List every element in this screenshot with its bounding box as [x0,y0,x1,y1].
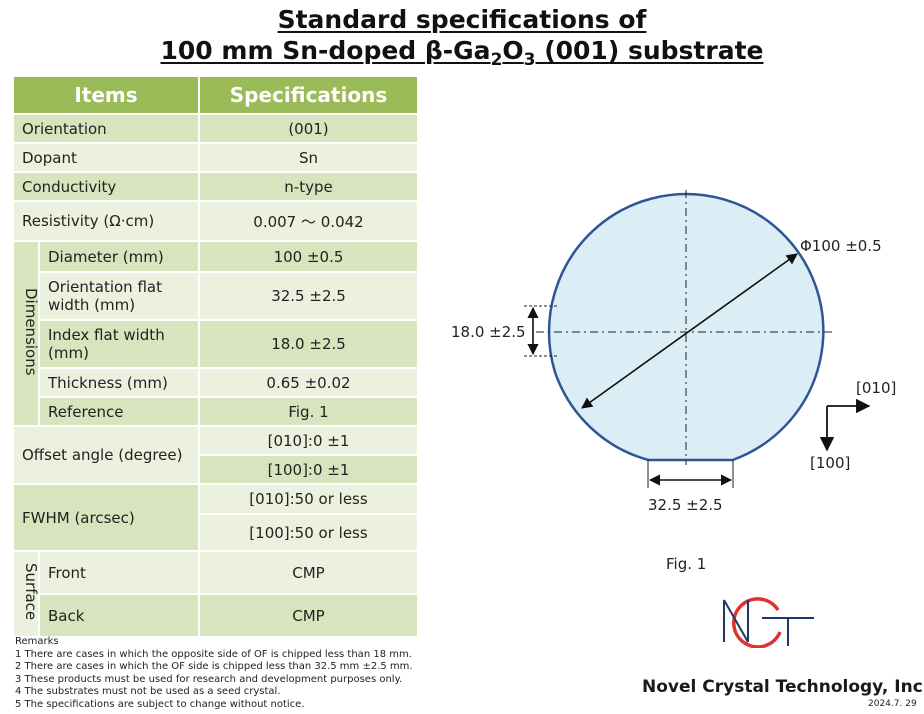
offset-angle-value-100: [100]:0 ±1 [198,454,419,485]
table-row: Reference Fig. 1 [13,396,419,427]
company-name: Novel Crystal Technology, Inc. [642,677,924,697]
orientation-flat-label: Orientation flat width (mm) [38,271,200,321]
dir-010-label: [010] [856,379,896,397]
offset-angle-value-010: [010]:0 ±1 [198,425,419,456]
company-logo-icon [723,597,814,648]
fwhm-value-010: [010]:50 or less [198,483,419,515]
offset-angle-label: Offset angle (degree) [12,425,200,485]
table-row: Thickness (mm) 0.65 ±0.02 [13,367,419,398]
orientation-value: (001) [198,113,419,144]
index-flat-label: 18.0 ±2.5 [451,323,526,341]
table-row: Resistivity (Ω·cm) 0.007 ～ 0.042 [12,200,419,242]
conductivity-label: Conductivity [12,171,200,202]
index-flat-value: 18.0 ±2.5 [198,319,419,369]
table-row: [100]:50 or less [13,513,419,552]
thickness-label: Thickness (mm) [38,367,200,398]
table-row: Conductivity n-type [12,171,419,202]
header-specifications: Specifications [198,75,419,115]
remark-item: 4 The substrates must not be used as a s… [15,686,281,698]
remark-item: 2 There are cases in which the OF side i… [15,661,413,673]
table-row: Dimensions Diameter (mm) 100 ±0.5 [12,240,419,427]
thickness-value: 0.65 ±0.02 [198,367,419,398]
table-header-row: Items Specifications [12,75,419,115]
wafer-diagram: Φ100 ±0.5 18.0 ±2.5 32.5 ±2.5 [010] [100… [451,190,896,514]
diameter-value: 100 ±0.5 [198,240,419,273]
fwhm-label: FWHM (arcsec) [12,483,200,552]
reference-label: Reference [38,396,200,427]
table-row: Dopant Sn [12,142,419,173]
dopant-label: Dopant [12,142,200,173]
resistivity-value: 0.007 ～ 0.042 [198,200,419,242]
back-label: Back [38,593,200,638]
diameter-label: Diameter (mm) [38,240,200,273]
table-row: [100]:0 ±1 [13,454,419,485]
table-row: Orientation flat width (mm) 32.5 ±2.5 [13,271,419,321]
remark-item: 1 There are cases in which the opposite … [15,648,412,660]
diameter-arrow [581,253,798,409]
table-row: FWHM (arcsec) [010]:50 or less [12,483,419,552]
remarks: Remarks 1 There are cases in which the o… [15,636,413,712]
remarks-heading: Remarks [15,636,59,647]
orientation-flat-label: 32.5 ±2.5 [648,496,723,514]
resistivity-label: Resistivity (Ω·cm) [12,200,200,242]
title-line-2: 100 mm Sn-doped β-Ga2O3 (001) substrate [160,36,764,70]
table-row: Index flat width (mm) 18.0 ±2.5 [13,319,419,369]
orientation-flat-value: 32.5 ±2.5 [198,271,419,321]
spec-table: Items Specifications Orientation (001) D… [12,75,419,638]
figure-caption: Fig. 1 [666,555,707,573]
conductivity-value: n-type [198,171,419,202]
front-label: Front [38,550,200,595]
title-line-1: Standard specifications of [277,5,647,34]
orientation-label: Orientation [12,113,200,144]
fwhm-value-100: [100]:50 or less [198,513,419,552]
document-date: 2024.7. 29 [868,699,917,709]
back-value: CMP [198,593,419,638]
remark-item: 3 These products must be used for resear… [15,673,403,685]
dir-100-label: [100] [810,454,850,472]
page-title: Standard specifications of 100 mm Sn-dop… [0,4,924,76]
table-row: Offset angle (degree) [010]:0 ±1 [12,425,419,485]
header-items: Items [12,75,200,115]
dimensions-group-label: Dimensions [12,240,40,427]
remark-item: 5 The specifications are subject to chan… [15,698,305,710]
table-row: Back CMP [13,593,419,638]
front-value: CMP [198,550,419,595]
dopant-value: Sn [198,142,419,173]
diameter-label: Φ100 ±0.5 [800,237,882,255]
reference-value: Fig. 1 [198,396,419,427]
surface-group-label: Surface [12,550,40,638]
table-row: Orientation (001) [12,113,419,144]
index-flat-label: Index flat width (mm) [38,319,200,369]
table-row: Surface Front CMP [12,550,419,638]
